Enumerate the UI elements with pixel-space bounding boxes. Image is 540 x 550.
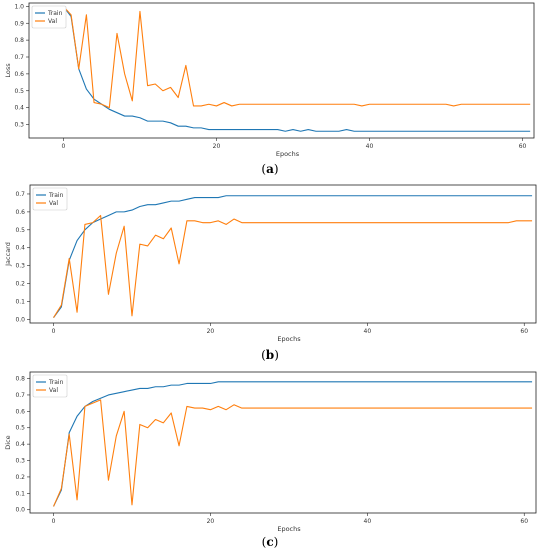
legend-label-train: Train [48,192,64,199]
series-line-val [53,214,533,318]
y-tick-label: 0.8 [14,37,24,44]
chart-panel-b: 0.0 0.1 0.2 0.3 0.4 0.5 0.6 0.7 0 20 40 60 Epochs Jac… [4,184,537,362]
y-axis-label: Jaccard [4,242,12,267]
panel-caption: (a) [261,162,278,176]
x-tick-label: 0 [52,518,56,525]
y-tick-label: 0.4 [14,105,24,112]
y-tick-label: 0.6 [15,408,25,415]
chart-panel-c: 0.0 0.1 0.2 0.3 0.4 0.5 0.6 0.7 0.8 0 20 40 60 Epochs… [4,371,537,549]
y-tick-label: 0.3 [14,122,24,129]
y-tick-label: 0.1 [15,298,25,305]
y-axis-label: Loss [4,63,12,78]
y-tick-label: 0.3 [15,263,25,270]
y-tick-label: 0.4 [15,245,25,252]
y-tick-label: 0.3 [15,458,25,465]
plot-frame [28,2,535,139]
y-tick-label: 0.9 [14,20,24,27]
x-tick-label: 0 [62,143,66,150]
plot-frame [29,184,537,324]
y-tick-label: 0.6 [14,71,24,78]
legend-label-val: Val [49,387,58,394]
y-tick-label: 1.0 [14,3,24,10]
series-line-val [53,399,533,507]
y-tick-label: 0.0 [15,507,25,514]
x-axis-label: Epochs [277,335,301,343]
series-line-train [53,381,533,507]
x-tick-label: 60 [520,518,528,525]
chart-panel-a: 0.3 0.4 0.5 0.6 0.7 0.8 0.9 1.0 0 20 40 60 Epochs Los… [4,2,535,176]
y-tick-label: 0.7 [15,392,25,399]
y-tick-label: 0.5 [15,425,25,432]
plot-frame [29,371,537,514]
legend-box [31,5,67,29]
legend-label-val: Val [48,18,57,25]
y-tick-label: 0.1 [15,490,25,497]
x-tick-label: 60 [520,328,528,335]
y-tick-label: 0.2 [15,474,25,481]
y-tick-label: 0.5 [14,88,24,95]
legend-label-val: Val [49,200,58,207]
series-line-train [62,6,531,132]
x-tick-label: 40 [364,328,372,335]
legend-box [32,187,68,211]
panel-caption: (c) [262,535,279,549]
x-tick-label: 20 [207,328,215,335]
y-tick-label: 0.8 [15,376,25,383]
panel-caption: (b) [261,348,279,362]
x-tick-label: 40 [364,518,372,525]
x-axis-label: Epochs [276,150,300,158]
legend-label-train: Train [47,10,63,17]
y-tick-label: 0.4 [15,441,25,448]
legend-box [32,374,68,398]
y-axis-label: Dice [4,435,12,449]
y-tick-label: 0.0 [15,316,25,323]
x-tick-label: 0 [52,328,56,335]
y-tick-label: 0.6 [15,209,25,216]
series-line-val [63,6,531,109]
legend-label-train: Train [48,379,64,386]
y-tick-label: 0.7 [14,54,24,61]
y-tick-label: 0.5 [15,227,25,234]
x-axis-label: Epochs [277,525,301,533]
x-tick-label: 20 [213,143,221,150]
y-tick-label: 0.7 [15,191,25,198]
x-tick-label: 60 [519,143,527,150]
series-line-train [53,195,533,318]
y-tick-label: 0.2 [15,281,25,288]
x-tick-label: 20 [207,518,215,525]
x-tick-label: 40 [366,143,374,150]
